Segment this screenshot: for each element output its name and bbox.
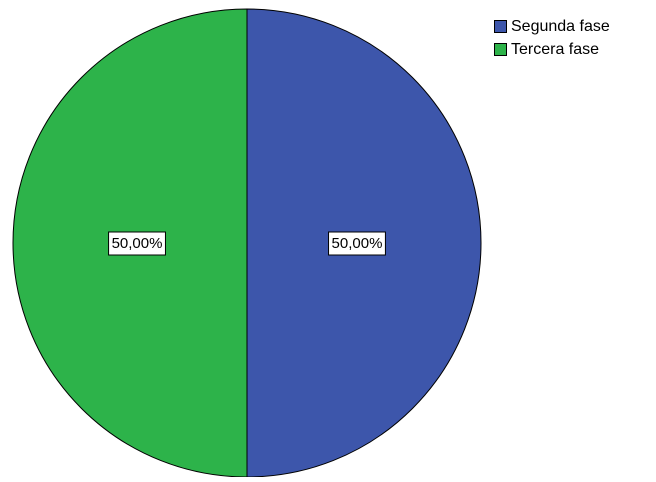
legend-swatch-tercera-fase	[494, 43, 507, 56]
legend: Segunda fase Tercera fase	[494, 15, 610, 61]
legend-item-segunda-fase: Segunda fase	[494, 15, 610, 38]
data-label-tercera-fase: 50,00%	[108, 231, 166, 256]
legend-label-segunda-fase: Segunda fase	[511, 17, 610, 35]
data-label-box-segunda-fase	[328, 231, 386, 256]
data-label-text-tercera-fase: 50,00%	[112, 235, 163, 252]
legend-item-tercera-fase: Tercera fase	[494, 38, 610, 61]
legend-label-tercera-fase: Tercera fase	[511, 40, 600, 58]
data-label-segunda-fase: 50,00%	[328, 231, 386, 256]
data-label-text-segunda-fase: 50,00%	[332, 235, 383, 252]
data-label-box-tercera-fase	[108, 231, 166, 256]
legend-swatch-segunda-fase	[494, 20, 507, 33]
